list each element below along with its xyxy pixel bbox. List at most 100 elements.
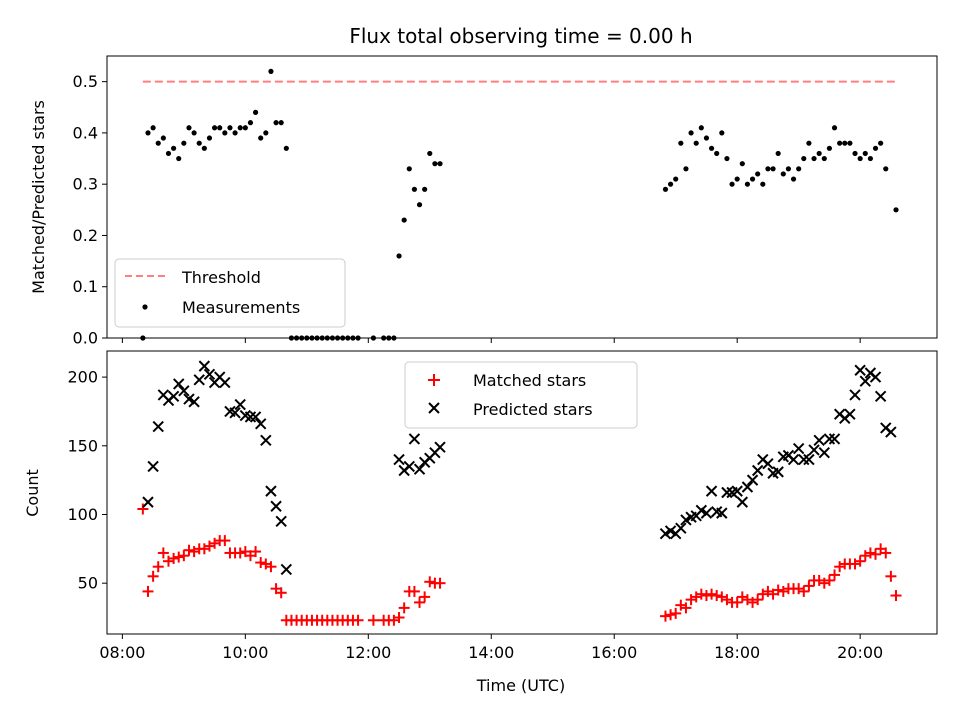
predicted-point-b — [224, 405, 236, 418]
measurement-point — [165, 150, 172, 157]
x-tick-label: 10:00 — [222, 643, 268, 662]
matched-point — [152, 561, 164, 573]
matched-point — [665, 609, 677, 621]
predicted-point — [147, 460, 159, 473]
matched-point — [711, 590, 723, 602]
count-legend-box — [404, 361, 638, 429]
predicted-point-b — [792, 442, 805, 455]
measurement-point — [678, 140, 684, 146]
matched-point — [419, 591, 431, 603]
measurement-point — [667, 181, 674, 187]
measurement-point — [227, 125, 233, 131]
measurement-point — [201, 145, 207, 151]
predicted-point-b — [413, 463, 426, 475]
measurement-point — [171, 145, 177, 151]
matched-point — [890, 590, 902, 602]
measurement-point — [176, 155, 182, 162]
matched-point — [870, 548, 882, 560]
predicted-point-b — [664, 525, 677, 537]
matched-point — [864, 547, 876, 559]
predicted-point — [787, 453, 800, 466]
measurement-point — [831, 125, 838, 131]
matched-point — [670, 607, 682, 619]
predicted-point — [408, 433, 421, 445]
predicted-point-b — [183, 393, 195, 405]
matched-point — [659, 610, 671, 622]
predicted-point — [818, 446, 830, 459]
matched-point — [137, 503, 149, 515]
predicted-point-b — [403, 460, 415, 473]
predicted-point-b — [741, 481, 754, 493]
predicted-point — [721, 486, 733, 499]
ratio-y-tick-label: 0.0 — [73, 329, 98, 348]
count-panel: 50 100 150 200 08:00 10:00 12:00 14:00 16:00 18:… — [23, 350, 938, 695]
x-axis-label: Time (UTC) — [476, 676, 565, 695]
measurement-point — [796, 166, 802, 172]
matched-point — [731, 596, 743, 608]
measurement-point — [396, 253, 402, 259]
matched-point — [752, 594, 764, 606]
predicted-point-b — [270, 500, 282, 512]
measurement-point — [698, 125, 704, 131]
measurement-point — [857, 155, 863, 162]
count-plot-frame — [106, 350, 938, 635]
matched-point — [183, 544, 195, 556]
predicted-point-b — [260, 434, 272, 447]
predicted-point — [808, 444, 820, 456]
matched-point — [147, 570, 159, 582]
legend-matched-label: Matched stars — [473, 371, 586, 390]
predicted-point-b — [854, 364, 866, 376]
predicted-point — [751, 464, 764, 477]
measurement-point — [765, 166, 771, 172]
legend-matched-swatch — [428, 374, 440, 386]
measurement-point — [145, 130, 151, 136]
measurement-point — [247, 120, 254, 126]
matched-point — [803, 580, 815, 592]
count-x-axis: 08:00 10:00 12:00 14:00 16:00 18:00 20:00 — [99, 634, 883, 662]
predicted-point — [792, 442, 805, 455]
predicted-point-b — [193, 374, 205, 386]
measurement-point — [724, 155, 730, 162]
count-y-axis: 50 100 150 200 — [67, 368, 107, 593]
measurement-point — [406, 166, 412, 172]
matched-point — [408, 585, 420, 597]
measurement-point — [181, 140, 187, 146]
measurement-point — [673, 176, 679, 182]
measurement-point — [222, 130, 228, 136]
predicted-point — [813, 434, 825, 447]
count-y-tick-label: 100 — [67, 505, 98, 524]
count-y-axis-label: Count — [23, 469, 42, 517]
predicted-point-b — [823, 433, 836, 445]
measurement-point — [283, 145, 289, 151]
predicted-point-b — [721, 486, 733, 499]
predicted-point-b — [244, 411, 257, 423]
predicted-point — [403, 460, 415, 473]
matched-point — [142, 585, 154, 597]
predicted-point-b — [828, 433, 841, 445]
measurement-point — [427, 150, 433, 157]
predicted-point-b — [173, 378, 185, 390]
legend-threshold-label: Threshold — [181, 268, 261, 287]
predicted-point-b — [787, 453, 800, 466]
predicted-point — [219, 376, 231, 389]
measurement-point — [744, 181, 751, 187]
x-tick-label: 12:00 — [345, 643, 391, 662]
predicted-point-b — [716, 507, 728, 519]
matched-point — [700, 590, 712, 602]
measurement-point — [852, 150, 858, 157]
measurement-point — [155, 140, 161, 146]
measurement-point — [872, 145, 879, 151]
ratio-plot-frame — [106, 55, 938, 339]
predicted-point-b — [808, 444, 820, 456]
measurement-point — [867, 155, 873, 162]
measurement-point — [780, 171, 786, 177]
predicted-point-b — [229, 407, 241, 419]
predicted-point-b — [254, 418, 267, 430]
ratio-y-axis-label: Matched/Predicted stars — [29, 100, 48, 294]
predicted-point-b — [152, 420, 164, 433]
predicted-point-b — [849, 389, 861, 401]
chart-title: Flux total observing time = 0.00 h — [349, 24, 692, 48]
predicted-point — [167, 390, 180, 403]
